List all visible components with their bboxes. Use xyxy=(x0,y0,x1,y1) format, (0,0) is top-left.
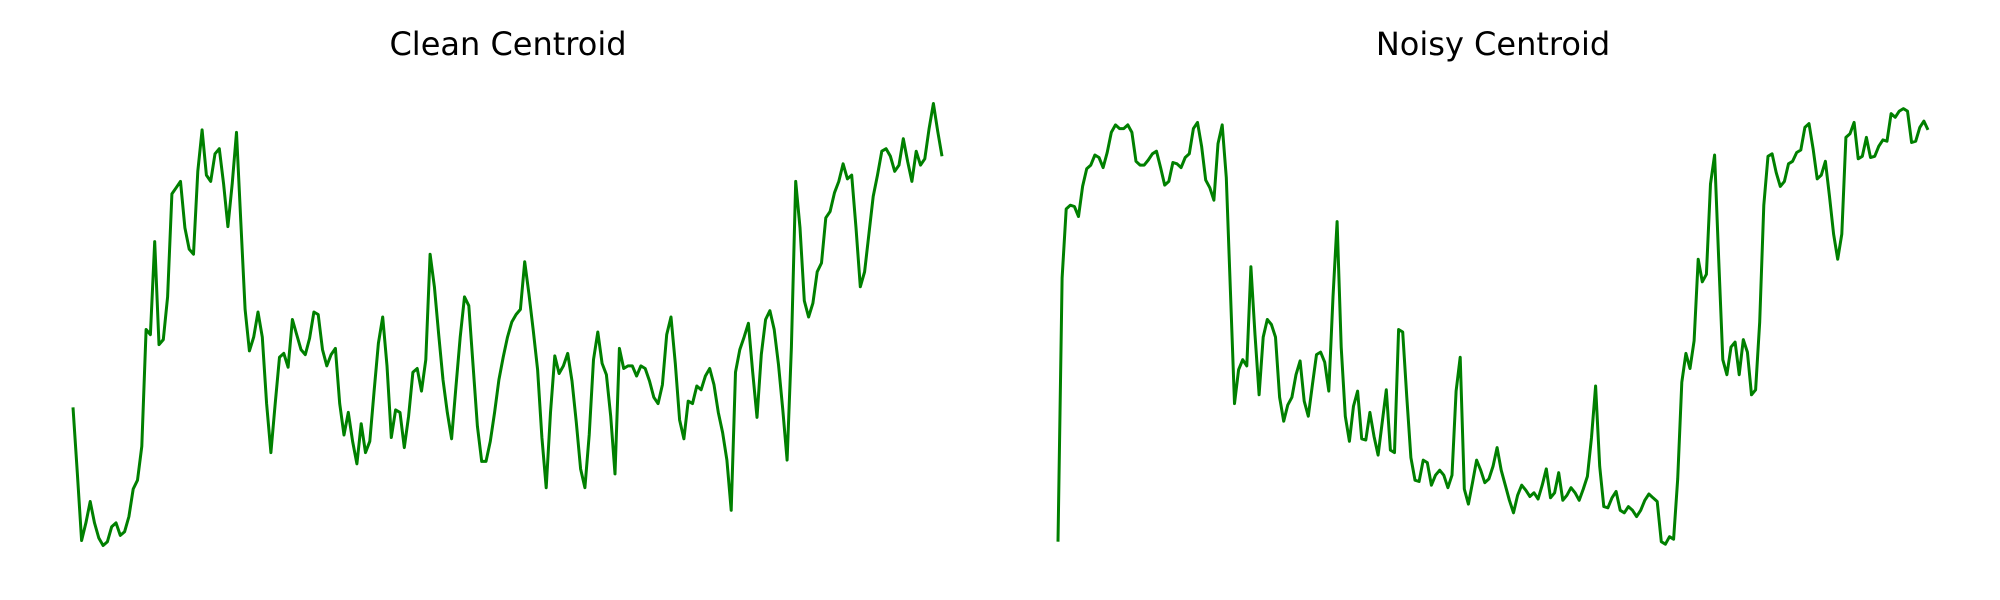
line-series xyxy=(71,102,944,547)
chart-title: Clean Centroid xyxy=(389,25,626,63)
line-series xyxy=(1056,107,1930,546)
chart-title: Noisy Centroid xyxy=(1376,25,1610,63)
